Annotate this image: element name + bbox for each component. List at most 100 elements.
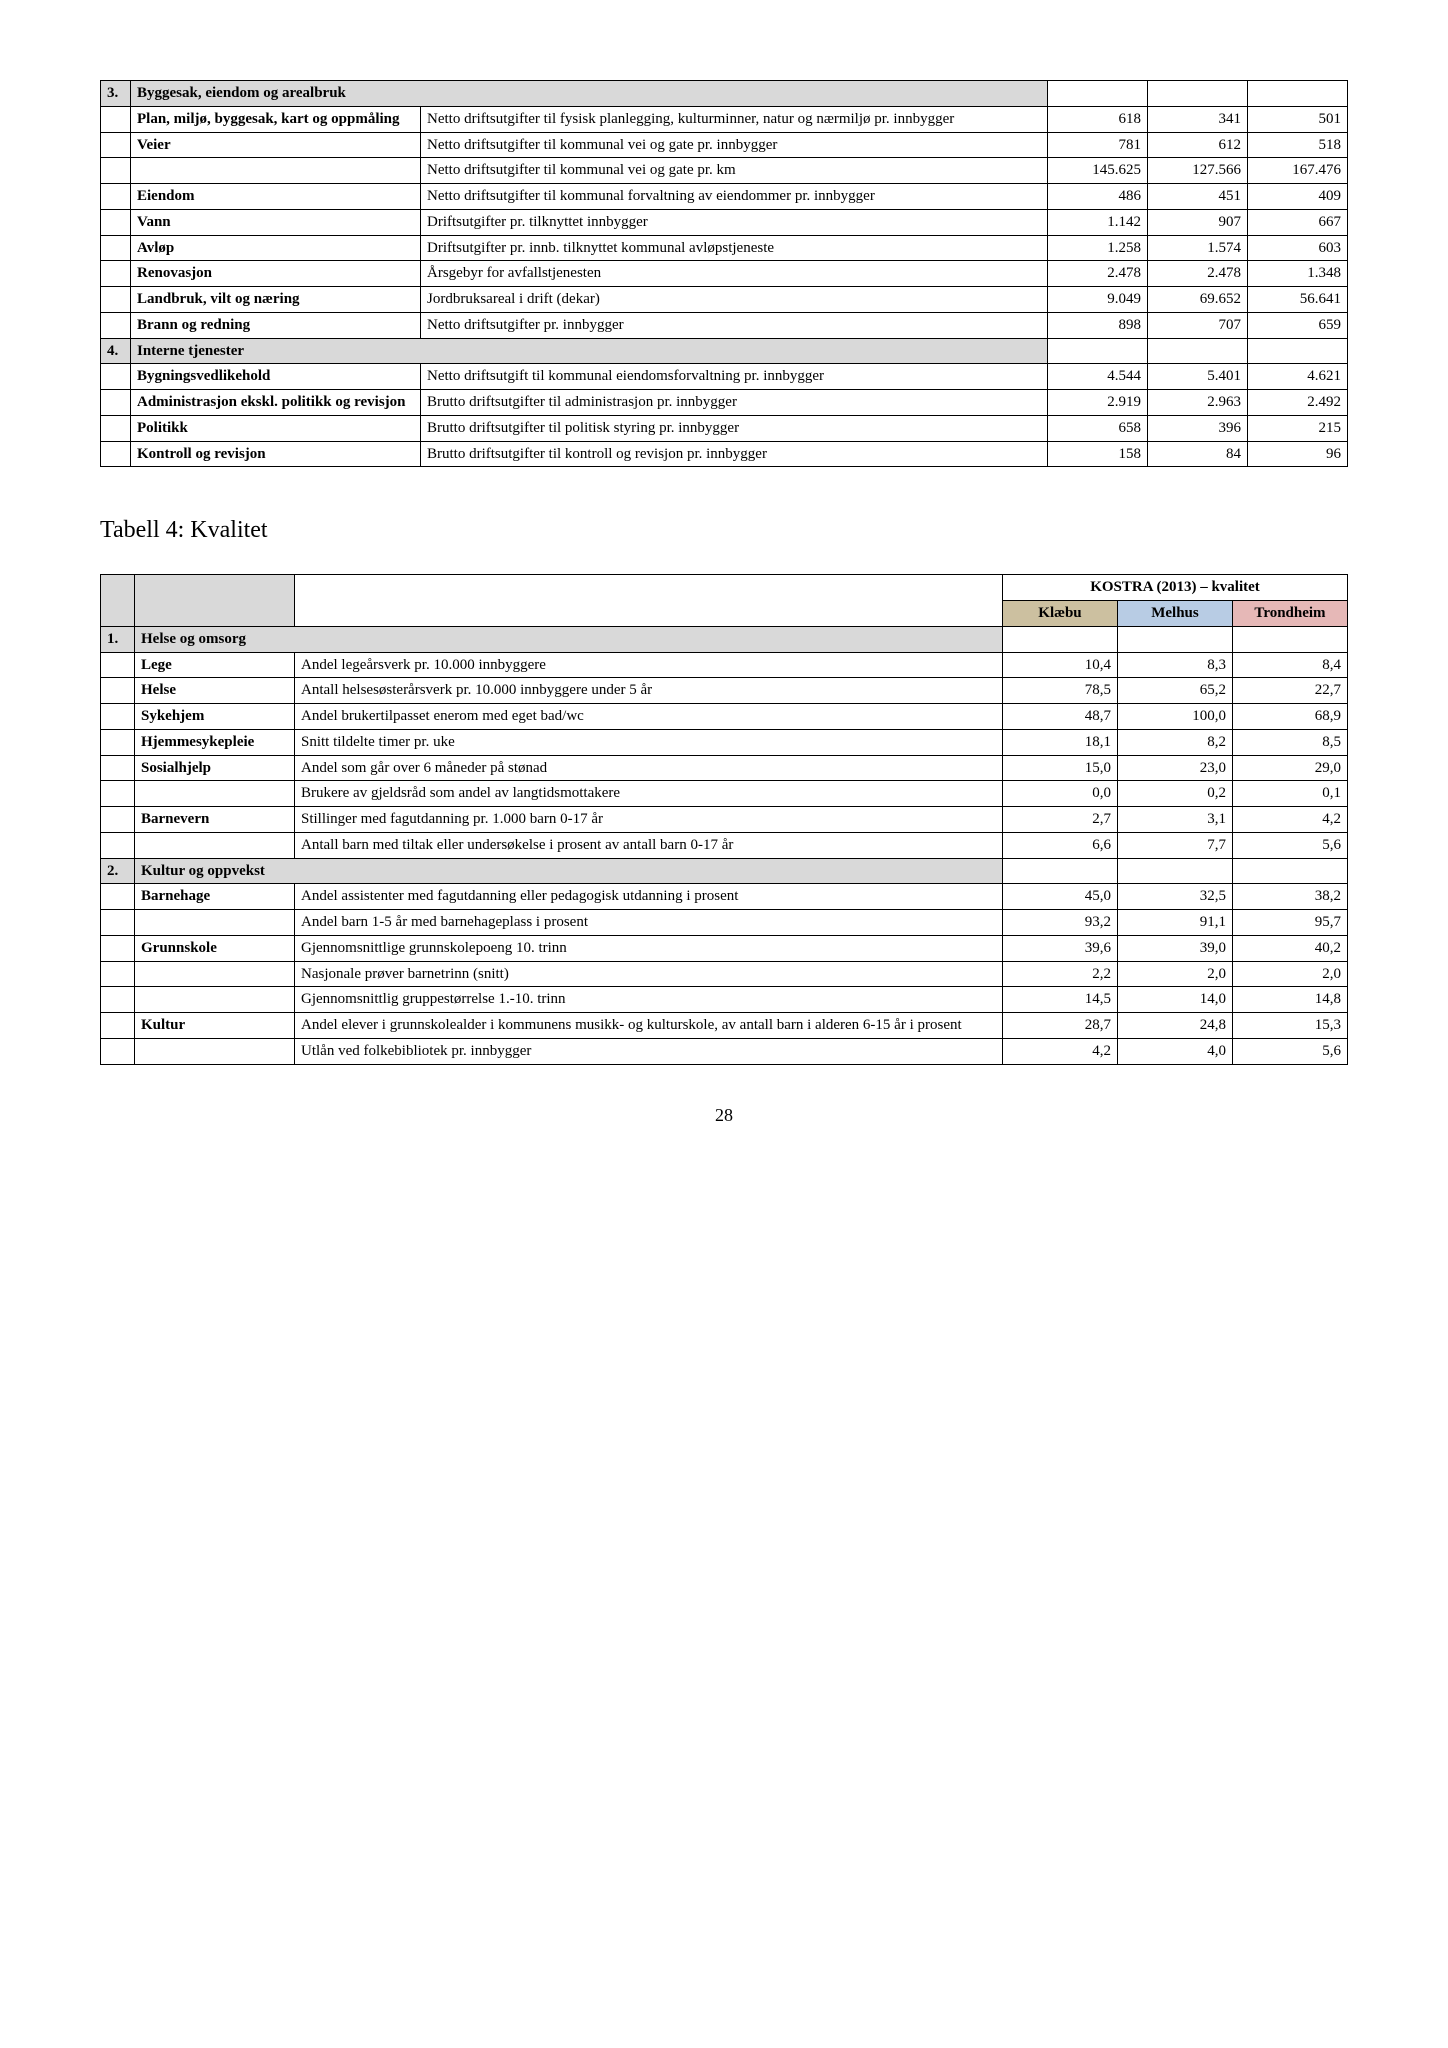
section-title: Helse og omsorg [135, 626, 1003, 652]
table-row: SykehjemAndel brukertilpasset enerom med… [101, 704, 1348, 730]
row-value-2: 24,8 [1117, 1013, 1232, 1039]
row-value-1: 2.478 [1048, 261, 1148, 287]
row-value-3: 4,2 [1232, 807, 1347, 833]
row-value-3: 96 [1248, 441, 1348, 467]
row-label: Plan, miljø, byggesak, kart og oppmåling [131, 106, 421, 132]
table-row: Utlån ved folkebibliotek pr. innbygger4,… [101, 1038, 1348, 1064]
row-value-1: 2,7 [1002, 807, 1117, 833]
row-value-2: 7,7 [1117, 832, 1232, 858]
row-value-3: 659 [1248, 312, 1348, 338]
row-value-3: 29,0 [1232, 755, 1347, 781]
row-value-1: 898 [1048, 312, 1148, 338]
row-value-1: 28,7 [1002, 1013, 1117, 1039]
row-value-3: 518 [1248, 132, 1348, 158]
table-row: AvløpDriftsutgifter pr. innb. tilknyttet… [101, 235, 1348, 261]
row-value-3: 22,7 [1232, 678, 1347, 704]
table-row: BygningsvedlikeholdNetto driftsutgift ti… [101, 364, 1348, 390]
row-desc: Andel elever i grunnskolealder i kommune… [295, 1013, 1003, 1039]
table-row: SosialhjelpAndel som går over 6 måneder … [101, 755, 1348, 781]
row-value-3: 0,1 [1232, 781, 1347, 807]
row-desc: Netto driftsutgifter til kommunal vei og… [421, 132, 1048, 158]
kostra-group-header: KOSTRA (2013) – kvalitet [1002, 575, 1347, 601]
row-label: Hjemmesykepleie [135, 729, 295, 755]
row-value-2: 23,0 [1117, 755, 1232, 781]
row-label [135, 832, 295, 858]
table-row: RenovasjonÅrsgebyr for avfallstjenesten2… [101, 261, 1348, 287]
row-value-3: 603 [1248, 235, 1348, 261]
row-value-1: 158 [1048, 441, 1148, 467]
table-row: Andel barn 1-5 år med barnehageplass i p… [101, 910, 1348, 936]
row-value-1: 618 [1048, 106, 1148, 132]
row-value-2: 2.478 [1148, 261, 1248, 287]
row-desc: Netto driftsutgifter til fysisk planlegg… [421, 106, 1048, 132]
table-row: GrunnskoleGjennomsnittlige grunnskolepoe… [101, 935, 1348, 961]
section-header-row: 2.Kultur og oppvekst [101, 858, 1348, 884]
row-desc: Brukere av gjeldsråd som andel av langti… [295, 781, 1003, 807]
row-value-2: 612 [1148, 132, 1248, 158]
table-row: HelseAntall helsesøsterårsverk pr. 10.00… [101, 678, 1348, 704]
row-label: Avløp [131, 235, 421, 261]
row-label: Brann og redning [131, 312, 421, 338]
col-header-melhus: Melhus [1117, 601, 1232, 627]
section-number: 1. [101, 626, 135, 652]
row-value-1: 48,7 [1002, 704, 1117, 730]
row-value-2: 451 [1148, 184, 1248, 210]
section-title: Byggesak, eiendom og arealbruk [131, 81, 1048, 107]
row-value-3: 5,6 [1232, 1038, 1347, 1064]
table-row: BarnehageAndel assistenter med fagutdann… [101, 884, 1348, 910]
row-desc: Driftsutgifter pr. innb. tilknyttet komm… [421, 235, 1048, 261]
section-title: Kultur og oppvekst [135, 858, 1003, 884]
row-value-1: 2.919 [1048, 390, 1148, 416]
row-label: Sykehjem [135, 704, 295, 730]
page-number: 28 [100, 1105, 1348, 1126]
row-value-3: 2.492 [1248, 390, 1348, 416]
row-value-2: 65,2 [1117, 678, 1232, 704]
table-byggesak-interne: 3.Byggesak, eiendom og arealbrukPlan, mi… [100, 80, 1348, 467]
row-label: Helse [135, 678, 295, 704]
row-desc: Netto driftsutgifter pr. innbygger [421, 312, 1048, 338]
row-desc: Andel som går over 6 måneder på stønad [295, 755, 1003, 781]
table-row: VeierNetto driftsutgifter til kommunal v… [101, 132, 1348, 158]
row-label: Bygningsvedlikehold [131, 364, 421, 390]
row-value-3: 38,2 [1232, 884, 1347, 910]
row-value-2: 0,2 [1117, 781, 1232, 807]
section-header-row: 4.Interne tjenester [101, 338, 1348, 364]
row-desc: Andel assistenter med fagutdanning eller… [295, 884, 1003, 910]
table-row: HjemmesykepleieSnitt tildelte timer pr. … [101, 729, 1348, 755]
row-value-1: 39,6 [1002, 935, 1117, 961]
section-header-row: 3.Byggesak, eiendom og arealbruk [101, 81, 1348, 107]
row-desc: Gjennomsnittlig gruppestørrelse 1.-10. t… [295, 987, 1003, 1013]
row-value-1: 4,2 [1002, 1038, 1117, 1064]
row-value-1: 4.544 [1048, 364, 1148, 390]
section-number: 4. [101, 338, 131, 364]
row-label: Barnevern [135, 807, 295, 833]
row-label [135, 961, 295, 987]
row-label: Lege [135, 652, 295, 678]
row-value-3: 14,8 [1232, 987, 1347, 1013]
col-header-trondheim: Trondheim [1232, 601, 1347, 627]
row-desc: Andel brukertilpasset enerom med eget ba… [295, 704, 1003, 730]
row-value-3: 8,4 [1232, 652, 1347, 678]
row-value-1: 15,0 [1002, 755, 1117, 781]
row-desc: Jordbruksareal i drift (dekar) [421, 287, 1048, 313]
table-row: Nasjonale prøver barnetrinn (snitt)2,22,… [101, 961, 1348, 987]
col-header-klaebu: Klæbu [1002, 601, 1117, 627]
row-desc: Brutto driftsutgifter til administrasjon… [421, 390, 1048, 416]
row-value-2: 2,0 [1117, 961, 1232, 987]
row-value-2: 127.566 [1148, 158, 1248, 184]
row-label: Grunnskole [135, 935, 295, 961]
row-value-3: 167.476 [1248, 158, 1348, 184]
row-desc: Stillinger med fagutdanning pr. 1.000 ba… [295, 807, 1003, 833]
row-label: Eiendom [131, 184, 421, 210]
table4-heading: Tabell 4: Kvalitet [100, 517, 1348, 544]
row-value-2: 32,5 [1117, 884, 1232, 910]
row-value-1: 0,0 [1002, 781, 1117, 807]
row-label [131, 158, 421, 184]
section-header-row: 1.Helse og omsorg [101, 626, 1348, 652]
row-value-1: 145.625 [1048, 158, 1148, 184]
row-value-1: 14,5 [1002, 987, 1117, 1013]
table-row: Antall barn med tiltak eller undersøkels… [101, 832, 1348, 858]
row-value-3: 8,5 [1232, 729, 1347, 755]
row-value-1: 1.258 [1048, 235, 1148, 261]
row-value-2: 8,3 [1117, 652, 1232, 678]
